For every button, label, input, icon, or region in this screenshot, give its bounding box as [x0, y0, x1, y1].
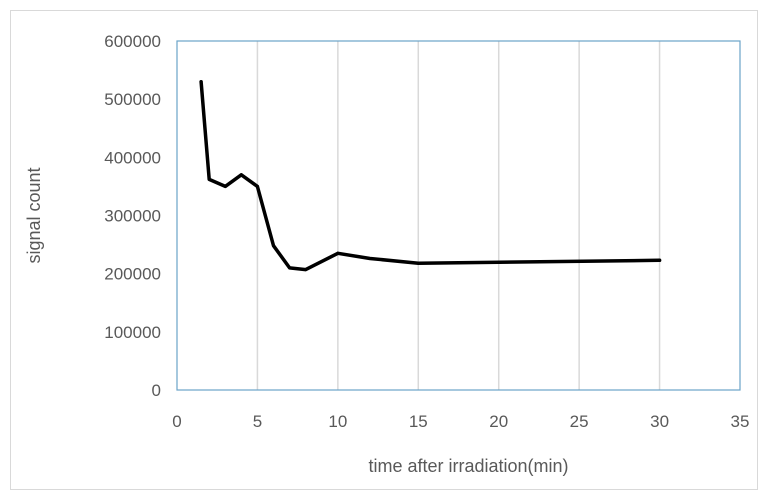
data-point [368, 257, 372, 261]
data-point [336, 251, 340, 255]
y-tick-label: 400000 [104, 148, 161, 167]
data-point [255, 184, 259, 188]
x-tick-label: 10 [328, 412, 347, 431]
data-point [207, 177, 211, 181]
y-tick-label: 100000 [104, 323, 161, 342]
y-tick-labels: 0 100000 200000 300000 400000 500000 600000 [104, 32, 161, 400]
data-point [416, 261, 420, 265]
data-point [199, 80, 203, 84]
x-tick-label: 15 [409, 412, 428, 431]
x-tick-label: 5 [253, 412, 262, 431]
series-line [199, 79, 662, 272]
x-axis-title: time after irradiation(min) [368, 456, 568, 476]
y-tick-label: 200000 [104, 265, 161, 284]
y-tick-label: 600000 [104, 32, 161, 51]
y-tick-label: 300000 [104, 207, 161, 226]
chart-area [10, 10, 758, 490]
y-tick-label: 0 [152, 381, 161, 400]
x-tick-label: 35 [731, 412, 750, 431]
data-point [658, 258, 662, 262]
plot-area-border [176, 40, 741, 391]
data-point [239, 173, 243, 177]
y-axis-title: signal count [24, 167, 44, 263]
x-tick-labels: 0 5 10 15 20 25 30 35 [172, 412, 749, 431]
x-tick-label: 20 [489, 412, 508, 431]
y-tick-label: 500000 [104, 90, 161, 109]
data-point [304, 268, 308, 272]
grid-lines [256, 41, 661, 390]
x-tick-label: 30 [650, 412, 669, 431]
data-point [223, 184, 227, 188]
data-point [288, 266, 292, 270]
x-tick-label: 0 [172, 412, 181, 431]
x-tick-label: 25 [570, 412, 589, 431]
series-layer [199, 79, 662, 272]
data-point [272, 244, 276, 248]
